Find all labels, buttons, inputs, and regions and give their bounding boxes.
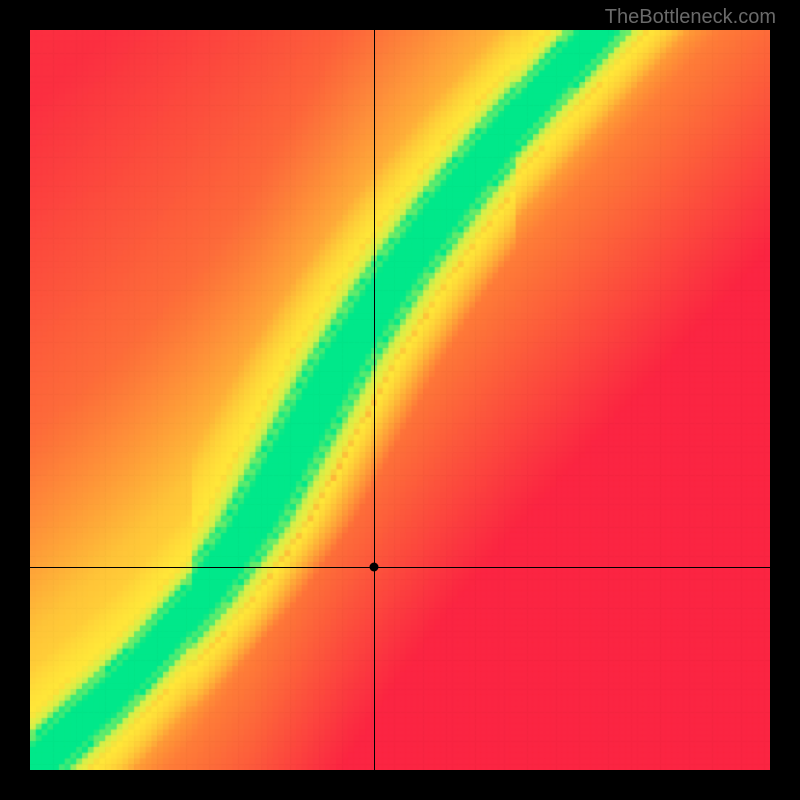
marker-dot <box>370 562 379 571</box>
heatmap-canvas <box>30 30 770 770</box>
watermark-text: TheBottleneck.com <box>605 6 776 29</box>
heatmap-plot <box>30 30 770 770</box>
crosshair-horizontal <box>30 567 770 568</box>
crosshair-vertical <box>374 30 375 770</box>
